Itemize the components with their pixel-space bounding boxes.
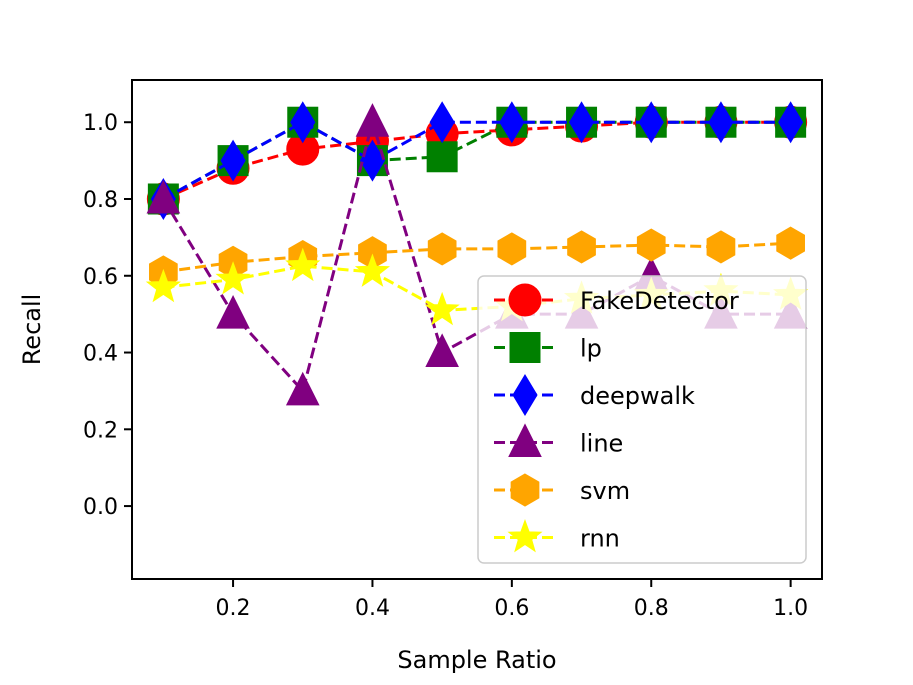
y-tick-label: 0.6 xyxy=(83,265,118,290)
axes-frame xyxy=(131,79,823,580)
point-svm-7 xyxy=(636,228,666,262)
series-line-svm xyxy=(163,241,791,274)
y-tick-label: 0.2 xyxy=(83,418,118,443)
y-tick-label: 1.0 xyxy=(83,111,118,136)
legend-entry-lp: lp xyxy=(494,332,602,363)
legend: FakeDetector lp deepwalk line svm rnn xyxy=(477,275,807,564)
point-line-4 xyxy=(425,333,459,368)
legend-label: FakeDetector xyxy=(580,287,739,315)
legend-box xyxy=(477,275,807,564)
legend-label: deepwalk xyxy=(580,382,695,410)
point-rnn-2 xyxy=(285,247,321,282)
point-deepwalk-5 xyxy=(499,101,525,144)
series-line-deepwalk xyxy=(162,120,791,201)
legend-label: rnn xyxy=(580,525,620,553)
legend-marker-line xyxy=(508,423,542,457)
legend-entry-line: line xyxy=(494,423,623,458)
y-axis-label: Recall xyxy=(18,294,46,366)
point-rnn-0 xyxy=(145,268,181,303)
point-deepwalk-6 xyxy=(568,101,595,144)
legend-entry-svm: svm xyxy=(494,473,630,507)
x-axis-label: Sample Ratio xyxy=(397,646,556,674)
point-rnn-4 xyxy=(424,291,460,326)
point-rnn-1 xyxy=(215,261,251,295)
point-deepwalk-7 xyxy=(638,101,664,144)
point-svm-8 xyxy=(706,230,736,264)
x-tick-label: 0.8 xyxy=(634,596,669,621)
point-deepwalk-9 xyxy=(778,101,804,144)
y-tick-label: 0.8 xyxy=(83,188,118,213)
legend-label: line xyxy=(580,430,623,458)
point-svm-6 xyxy=(567,230,596,264)
y-tick-label: 0.0 xyxy=(83,495,118,520)
x-tick-label: 1.0 xyxy=(773,596,808,621)
legend-entry-deepwalk: deepwalk xyxy=(494,374,695,416)
point-svm-5 xyxy=(497,232,527,266)
x-tick-label: 0.6 xyxy=(494,596,529,621)
legend-label: lp xyxy=(580,335,602,363)
point-svm-9 xyxy=(776,226,805,260)
y-tick-label: 0.4 xyxy=(83,342,118,367)
point-line-0 xyxy=(146,179,181,214)
point-lp-4 xyxy=(426,141,458,173)
legend-entry-rnn: rnn xyxy=(494,519,620,553)
legend-marker-svm xyxy=(510,473,540,507)
point-deepwalk-2 xyxy=(290,101,316,144)
point-deepwalk-4 xyxy=(429,101,455,144)
point-deepwalk-1 xyxy=(220,139,246,182)
legend-label: svm xyxy=(580,477,630,505)
series-svm xyxy=(149,226,805,289)
point-svm-4 xyxy=(427,232,457,266)
legend-marker-lp xyxy=(509,332,541,363)
legend-entry-fakedetector: FakeDetector xyxy=(494,283,739,317)
point-line-3 xyxy=(355,103,390,137)
point-line-2 xyxy=(285,371,320,406)
point-deepwalk-8 xyxy=(708,101,734,144)
x-tick-label: 0.4 xyxy=(355,596,390,621)
legend-marker-deepwalk xyxy=(512,374,538,416)
point-line-1 xyxy=(216,295,250,329)
point-rnn-3 xyxy=(354,253,391,287)
legend-marker-rnn xyxy=(507,519,543,553)
legend-marker-fakedetector xyxy=(508,283,542,317)
x-tick-label: 0.2 xyxy=(216,596,251,621)
